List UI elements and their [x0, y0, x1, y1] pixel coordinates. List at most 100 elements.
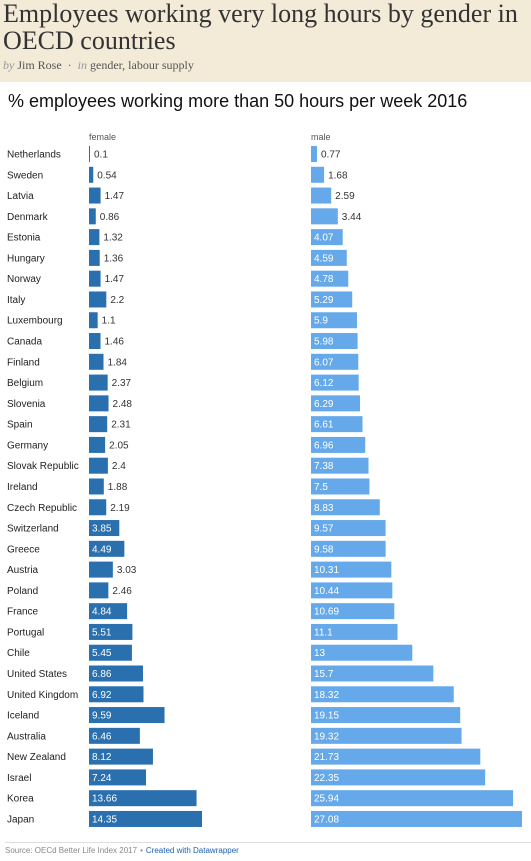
female-bar: [89, 748, 153, 765]
female-value-label: 7.24: [92, 773, 112, 784]
male-value-label: 19.15: [314, 711, 339, 722]
female-bar: [89, 353, 104, 370]
male-bar: [311, 312, 357, 329]
female-bar: [89, 146, 90, 162]
country-label: Slovenia: [7, 399, 46, 410]
female-value-label: 1.36: [104, 253, 124, 264]
female-value-label: 2.31: [111, 420, 131, 431]
female-value-label: 14.35: [92, 814, 117, 825]
female-bar: [89, 478, 104, 495]
datawrapper-credit-link[interactable]: Created with Datawrapper: [145, 846, 239, 855]
male-bar: [311, 249, 347, 266]
male-bar: [311, 270, 349, 287]
source-note: Source: OECd Better Life Index 2017: [5, 846, 138, 855]
country-label: Netherlands: [7, 150, 61, 161]
male-value-label: 6.07: [314, 357, 334, 368]
female-bar: [89, 457, 108, 474]
male-value-label: 2.59: [335, 191, 355, 202]
male-bar: [311, 416, 363, 433]
female-bar: [89, 166, 94, 183]
female-value-label: 2.46: [112, 586, 132, 597]
male-bar: [311, 790, 514, 807]
male-bar: [311, 353, 359, 370]
female-bar: [89, 270, 101, 287]
byline-tags[interactable]: gender, labour supply: [90, 58, 194, 72]
male-bar: [311, 665, 434, 682]
chart-title: % employees working more than 50 hours p…: [8, 91, 468, 111]
female-value-label: 9.59: [92, 711, 112, 722]
male-value-label: 15.7: [314, 669, 334, 680]
female-bar: [89, 312, 98, 329]
female-value-label: 2.37: [112, 378, 132, 389]
male-bar: [311, 540, 386, 557]
female-value-label: 13.66: [92, 794, 117, 805]
country-label: Japan: [7, 814, 34, 825]
byline-author[interactable]: Jim Rose: [17, 58, 62, 72]
male-bar: [311, 623, 398, 640]
female-column-header: female: [89, 132, 116, 142]
country-label: Chile: [7, 648, 30, 659]
male-value-label: 10.44: [314, 586, 339, 597]
country-label: Sweden: [7, 170, 43, 181]
male-value-label: 10.69: [314, 607, 339, 618]
country-label: Spain: [7, 420, 33, 431]
female-value-label: 0.54: [97, 170, 117, 181]
female-value-label: 0.86: [100, 212, 120, 223]
male-value-label: 27.08: [314, 814, 339, 825]
country-label: Korea: [7, 794, 34, 805]
female-value-label: 4.84: [92, 607, 112, 618]
male-value-label: 0.77: [321, 150, 341, 161]
female-bar: [89, 582, 109, 599]
country-label: Estonia: [7, 233, 41, 244]
female-value-label: 1.1: [102, 316, 116, 327]
female-bar: [89, 416, 108, 433]
bar-chart: female male Netherlands 0.1 0.77 Sweden 0.54 1.…: [7, 132, 522, 827]
male-value-label: 21.73: [314, 752, 339, 763]
male-value-label: 7.38: [314, 461, 334, 472]
male-bar: [311, 395, 361, 412]
male-value-label: 25.94: [314, 794, 339, 805]
male-bar: [311, 686, 454, 703]
female-bar: [89, 291, 107, 308]
male-bar: [311, 166, 325, 183]
female-value-label: 6.46: [92, 731, 112, 742]
male-bar: [311, 748, 481, 765]
male-column-header: male: [311, 132, 331, 142]
male-bar: [311, 769, 486, 786]
female-value-label: 6.86: [92, 669, 112, 680]
male-bar: [311, 644, 413, 661]
country-label: Israel: [7, 773, 31, 784]
male-value-label: 7.5: [314, 482, 328, 493]
female-value-label: 5.51: [92, 627, 112, 638]
footer-separator: •: [140, 846, 143, 855]
byline-by: by: [3, 58, 15, 72]
byline: by Jim Rose · in gender, labour supply: [3, 58, 194, 72]
country-label: Austria: [7, 565, 39, 576]
country-label: France: [7, 607, 39, 618]
country-label: Iceland: [7, 711, 39, 722]
country-label: United Kingdom: [7, 690, 78, 701]
female-bar: [89, 540, 125, 557]
country-label: Norway: [7, 274, 41, 285]
male-value-label: 3.44: [342, 212, 362, 223]
female-bar: [89, 665, 144, 682]
country-label: Hungary: [7, 253, 45, 264]
byline-in: in: [77, 58, 88, 72]
female-bar: [89, 644, 132, 661]
male-value-label: 4.59: [314, 253, 334, 264]
female-value-label: 6.92: [92, 690, 112, 701]
country-label: Luxembourg: [7, 316, 63, 327]
male-value-label: 13: [314, 648, 326, 659]
male-bar: [311, 499, 380, 516]
male-bar: [311, 436, 366, 453]
female-value-label: 2.48: [113, 399, 133, 410]
female-bar: [89, 790, 197, 807]
male-bar: [311, 333, 358, 350]
male-value-label: 5.98: [314, 337, 334, 348]
male-bar: [311, 603, 395, 620]
female-bar: [89, 561, 113, 578]
male-bar: [311, 810, 522, 827]
country-label: New Zealand: [7, 752, 66, 763]
female-bar: [89, 727, 140, 744]
country-label: Ireland: [7, 482, 38, 493]
